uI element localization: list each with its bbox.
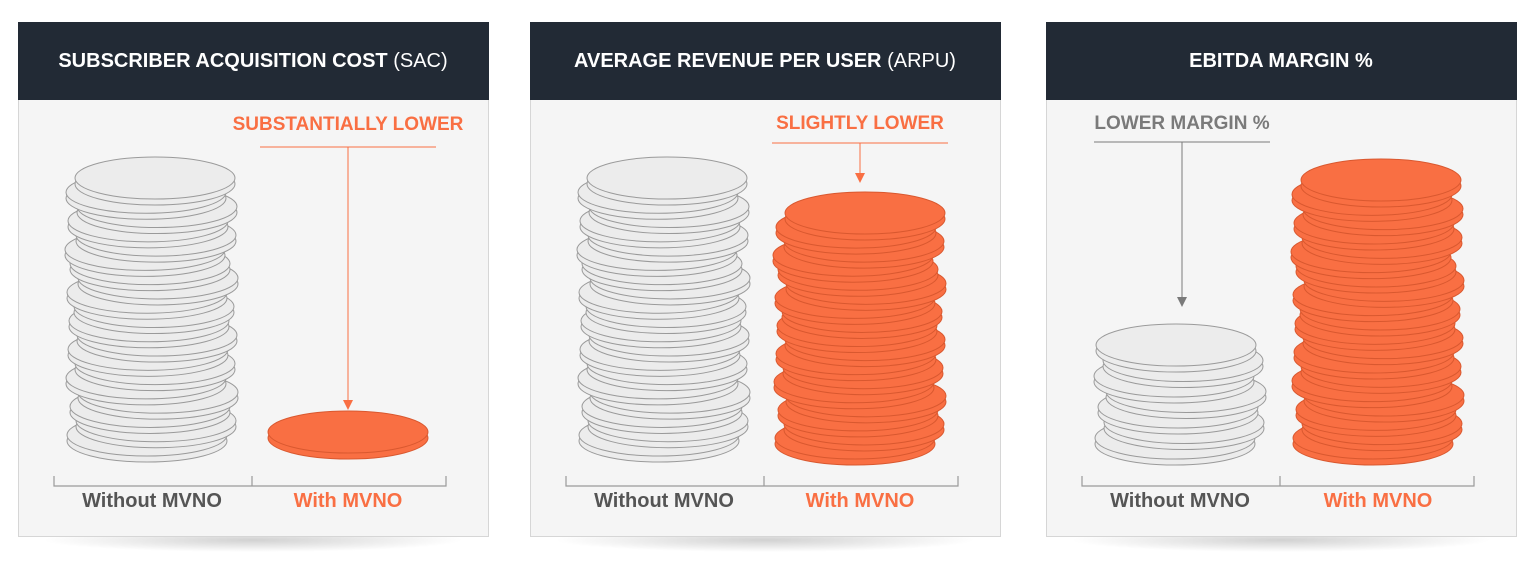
left-label: Without MVNO <box>82 490 222 512</box>
coin <box>74 156 236 200</box>
arrow-head <box>343 400 353 410</box>
annotation: SUBSTANTIALLY LOWER <box>233 114 464 135</box>
panel-title: EBITDA MARGIN % <box>1189 50 1373 72</box>
panel: SUBSCRIBER ACQUISITION COST (SAC) SUBSTAN… <box>18 22 489 552</box>
right-label: With MVNO <box>806 490 915 512</box>
title-main: SUBSCRIBER ACQUISITION COST <box>58 50 393 72</box>
title-suffix: (SAC) <box>393 50 447 72</box>
panel-header <box>530 22 1001 100</box>
right-label: With MVNO <box>294 490 403 512</box>
coin <box>1095 323 1257 367</box>
bracket <box>53 476 447 487</box>
title-main: EBITDA MARGIN % <box>1189 50 1373 72</box>
coin <box>1300 158 1462 202</box>
title-main: AVERAGE REVENUE PER USER <box>574 50 887 72</box>
arrow-head <box>855 173 865 183</box>
panel: EBITDA MARGIN % LOWER MARGIN % Without MVN… <box>1046 22 1517 552</box>
left-label: Without MVNO <box>594 490 734 512</box>
annotation: SLIGHTLY LOWER <box>776 113 944 134</box>
coin <box>784 191 946 235</box>
annotation: LOWER MARGIN % <box>1094 113 1269 134</box>
panel: AVERAGE REVENUE PER USER (ARPU) SLIGHTLY … <box>530 22 1001 552</box>
panel-title: SUBSCRIBER ACQUISITION COST (SAC) <box>58 50 447 72</box>
right-label: With MVNO <box>1324 490 1433 512</box>
panel-header <box>18 22 489 100</box>
arrow-head <box>1177 297 1187 307</box>
left-label: Without MVNO <box>1110 490 1250 512</box>
panel-header <box>1046 22 1517 100</box>
title-suffix: (ARPU) <box>887 50 956 72</box>
panel-title: AVERAGE REVENUE PER USER (ARPU) <box>574 50 956 72</box>
coin <box>267 410 429 454</box>
bracket <box>565 476 959 487</box>
bracket <box>1081 476 1475 487</box>
coin <box>586 156 748 200</box>
